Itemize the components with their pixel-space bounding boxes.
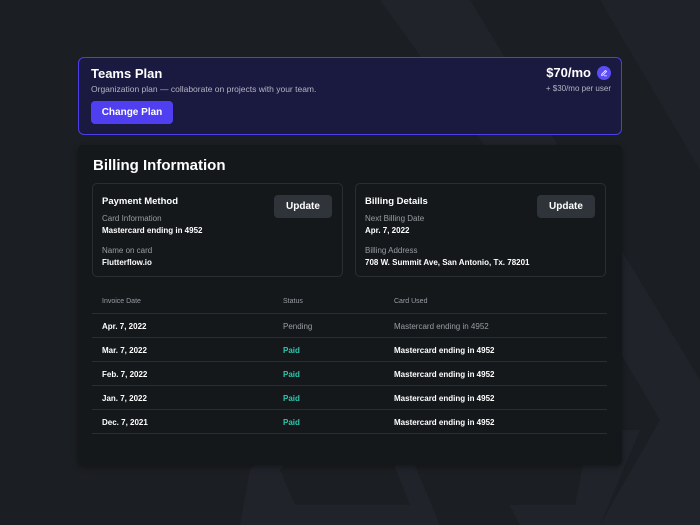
billing-title: Billing Information xyxy=(93,157,226,174)
billing-panel: Billing Information Payment Method Updat… xyxy=(78,145,622,465)
payment-method-heading: Payment Method xyxy=(102,196,179,207)
invoice-table-header: Invoice Date Status Card Used xyxy=(92,290,607,314)
invoice-row[interactable]: Dec. 7, 2021 Paid Mastercard ending in 4… xyxy=(92,410,607,434)
invoice-card: Mastercard ending in 4952 xyxy=(394,346,495,355)
invoice-row[interactable]: Feb. 7, 2022 Paid Mastercard ending in 4… xyxy=(92,362,607,386)
invoice-status: Paid xyxy=(283,370,300,379)
invoice-table: Invoice Date Status Card Used Apr. 7, 20… xyxy=(92,290,607,434)
name-on-card-value: Flutterflow.io xyxy=(102,258,152,267)
header-invoice-date: Invoice Date xyxy=(102,298,141,305)
next-billing-date-value: Apr. 7, 2022 xyxy=(365,226,410,235)
invoice-date: Apr. 7, 2022 xyxy=(102,322,147,331)
invoice-date: Dec. 7, 2021 xyxy=(102,418,148,427)
plan-description: Organization plan — collaborate on proje… xyxy=(91,84,317,94)
invoice-card: Mastercard ending in 4952 xyxy=(394,322,489,331)
billing-details-heading: Billing Details xyxy=(365,196,428,207)
edit-plan-button[interactable] xyxy=(597,66,611,80)
plan-title: Teams Plan xyxy=(91,66,163,81)
invoice-row[interactable]: Mar. 7, 2022 Paid Mastercard ending in 4… xyxy=(92,338,607,362)
update-billing-button[interactable]: Update xyxy=(537,195,595,218)
plan-price: $70/mo xyxy=(546,65,591,80)
plan-card: Teams Plan Organization plan — collabora… xyxy=(78,57,622,135)
payment-method-card: Payment Method Update Card Information M… xyxy=(92,183,343,277)
invoice-row[interactable]: Apr. 7, 2022 Pending Mastercard ending i… xyxy=(92,314,607,338)
billing-details-card: Billing Details Update Next Billing Date… xyxy=(355,183,606,277)
invoice-card: Mastercard ending in 4952 xyxy=(394,370,495,379)
invoice-date: Jan. 7, 2022 xyxy=(102,394,147,403)
name-on-card-label: Name on card xyxy=(102,246,153,255)
billing-address-label: Billing Address xyxy=(365,246,418,255)
pencil-icon xyxy=(601,69,608,77)
update-payment-button[interactable]: Update xyxy=(274,195,332,218)
header-card-used: Card Used xyxy=(394,298,428,305)
invoice-date: Mar. 7, 2022 xyxy=(102,346,147,355)
card-info-value: Mastercard ending in 4952 xyxy=(102,226,203,235)
invoice-status: Paid xyxy=(283,418,300,427)
invoice-card: Mastercard ending in 4952 xyxy=(394,394,495,403)
billing-address-value: 708 W. Summit Ave, San Antonio, Tx. 7820… xyxy=(365,258,530,267)
invoice-card: Mastercard ending in 4952 xyxy=(394,418,495,427)
header-status: Status xyxy=(283,298,303,305)
next-billing-date-label: Next Billing Date xyxy=(365,214,425,223)
plan-per-user-price: + $30/mo per user xyxy=(545,84,611,93)
change-plan-button[interactable]: Change Plan xyxy=(91,101,173,124)
card-info-label: Card Information xyxy=(102,214,162,223)
invoice-date: Feb. 7, 2022 xyxy=(102,370,148,379)
invoice-row[interactable]: Jan. 7, 2022 Paid Mastercard ending in 4… xyxy=(92,386,607,410)
invoice-status: Paid xyxy=(283,346,300,355)
invoice-status: Pending xyxy=(283,322,313,331)
invoice-status: Paid xyxy=(283,394,300,403)
